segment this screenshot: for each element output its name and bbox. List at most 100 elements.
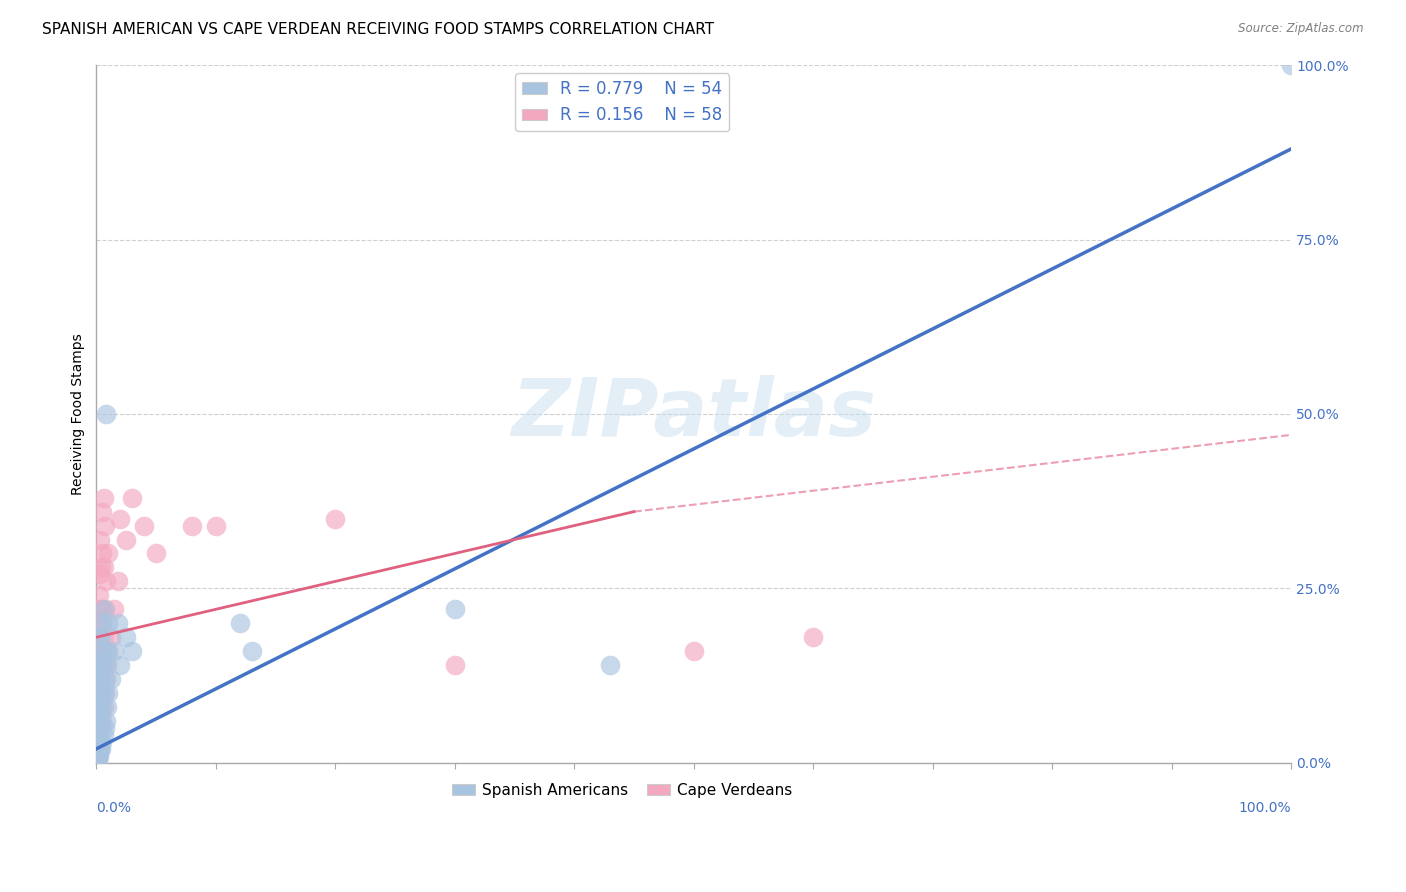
Point	[100, 672, 122, 686]
Point	[93, 644, 115, 658]
Point	[86, 741, 108, 756]
Point	[91, 735, 114, 749]
Point	[86, 706, 108, 721]
Point	[86, 721, 108, 735]
Point	[110, 511, 132, 525]
Point	[90, 630, 112, 644]
Point	[91, 505, 114, 519]
Point	[86, 714, 108, 728]
Text: 100.0%: 100.0%	[1239, 801, 1291, 815]
Point	[87, 588, 110, 602]
Point	[96, 644, 118, 658]
Y-axis label: Receiving Food Stamps: Receiving Food Stamps	[72, 333, 86, 495]
Point	[87, 672, 110, 686]
Point	[89, 644, 111, 658]
Point	[87, 651, 110, 665]
Point	[240, 644, 263, 658]
Point	[93, 700, 115, 714]
Point	[90, 714, 112, 728]
Point	[89, 602, 111, 616]
Text: Source: ZipAtlas.com: Source: ZipAtlas.com	[1239, 22, 1364, 36]
Point	[91, 700, 114, 714]
Point	[89, 735, 111, 749]
Point	[86, 686, 108, 700]
Point	[94, 407, 117, 421]
Point	[86, 700, 108, 714]
Point	[87, 616, 110, 631]
Point	[97, 616, 120, 631]
Point	[87, 741, 110, 756]
Point	[89, 665, 111, 679]
Point	[93, 518, 115, 533]
Point	[87, 700, 110, 714]
Point	[93, 491, 115, 505]
Point	[599, 658, 621, 673]
Point	[90, 602, 112, 616]
Point	[89, 567, 111, 582]
Point	[325, 511, 347, 525]
Point	[91, 616, 114, 631]
Point	[93, 560, 115, 574]
Point	[100, 630, 122, 644]
Point	[97, 686, 120, 700]
Point	[205, 518, 228, 533]
Point	[86, 748, 108, 763]
Text: ZIPatlas: ZIPatlas	[512, 375, 876, 453]
Point	[90, 686, 112, 700]
Point	[94, 672, 117, 686]
Point	[96, 658, 118, 673]
Point	[93, 728, 115, 742]
Point	[90, 721, 112, 735]
Point	[94, 574, 117, 589]
Point	[115, 630, 138, 644]
Point	[97, 546, 120, 560]
Point	[115, 533, 138, 547]
Point	[93, 686, 115, 700]
Point	[86, 672, 108, 686]
Point	[89, 533, 111, 547]
Point	[93, 686, 115, 700]
Point	[103, 644, 125, 658]
Point	[1279, 58, 1302, 72]
Point	[801, 630, 824, 644]
Point	[86, 752, 108, 766]
Point	[107, 574, 129, 589]
Point	[121, 644, 143, 658]
Point	[444, 602, 467, 616]
Text: 0.0%: 0.0%	[97, 801, 131, 815]
Point	[86, 700, 108, 714]
Point	[86, 748, 108, 763]
Point	[93, 630, 115, 644]
Point	[91, 546, 114, 560]
Point	[86, 752, 108, 766]
Point	[90, 741, 112, 756]
Point	[94, 658, 117, 673]
Point	[86, 735, 108, 749]
Text: SPANISH AMERICAN VS CAPE VERDEAN RECEIVING FOOD STAMPS CORRELATION CHART: SPANISH AMERICAN VS CAPE VERDEAN RECEIVI…	[42, 22, 714, 37]
Point	[90, 658, 112, 673]
Point	[86, 735, 108, 749]
Point	[110, 658, 132, 673]
Point	[86, 658, 108, 673]
Point	[91, 658, 114, 673]
Point	[96, 700, 118, 714]
Point	[87, 644, 110, 658]
Point	[87, 672, 110, 686]
Point	[134, 518, 156, 533]
Point	[91, 616, 114, 631]
Point	[89, 706, 111, 721]
Legend: Spanish Americans, Cape Verdeans: Spanish Americans, Cape Verdeans	[446, 777, 799, 804]
Point	[89, 686, 111, 700]
Point	[93, 602, 115, 616]
Point	[90, 644, 112, 658]
Point	[87, 630, 110, 644]
Point	[107, 616, 129, 631]
Point	[93, 721, 115, 735]
Point	[94, 714, 117, 728]
Point	[89, 721, 111, 735]
Point	[682, 644, 704, 658]
Point	[89, 741, 111, 756]
Point	[91, 714, 114, 728]
Point	[89, 672, 111, 686]
Point	[145, 546, 167, 560]
